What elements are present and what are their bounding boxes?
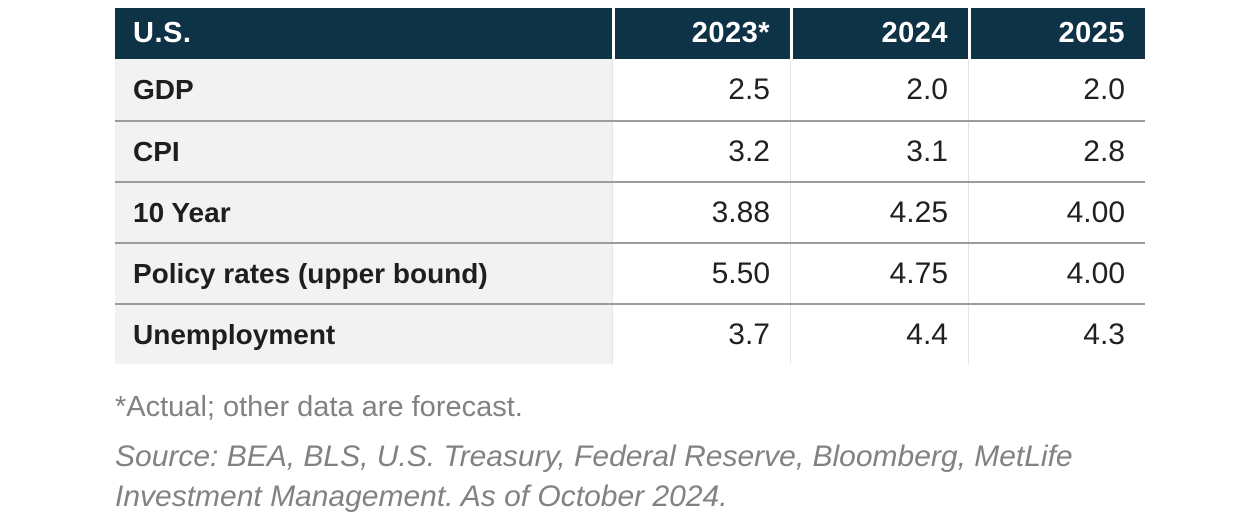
cell-value: 4.00 [968,244,1145,303]
cell-value: 5.50 [612,244,790,303]
cell-value: 2.0 [790,59,968,120]
cell-value: 2.0 [968,59,1145,120]
row-label: GDP [115,59,612,120]
column-header-2025: 2025 [968,8,1145,59]
table-title-cell: U.S. [115,8,612,59]
cell-value: 3.88 [612,183,790,242]
cell-value: 2.5 [612,59,790,120]
table-row-10-year: 10 Year 3.88 4.25 4.00 [115,181,1145,242]
row-label: Policy rates (upper bound) [115,244,612,303]
table-row-gdp: GDP 2.5 2.0 2.0 [115,59,1145,120]
table-notes: *Actual; other data are forecast. Source… [115,388,1175,515]
column-header-2023: 2023* [612,8,790,59]
cell-value: 2.8 [968,122,1145,181]
table-row-cpi: CPI 3.2 3.1 2.8 [115,120,1145,181]
row-label: 10 Year [115,183,612,242]
cell-value: 4.3 [968,305,1145,364]
column-header-2024: 2024 [790,8,968,59]
table-row-policy-rates: Policy rates (upper bound) 5.50 4.75 4.0… [115,242,1145,303]
table-row-unemployment: Unemployment 3.7 4.4 4.3 [115,303,1145,364]
cell-value: 4.75 [790,244,968,303]
cell-value: 3.1 [790,122,968,181]
footnote-text: *Actual; other data are forecast. [115,391,523,423]
cell-value: 4.00 [968,183,1145,242]
us-economic-forecast-table: U.S. 2023* 2024 2025 GDP 2.5 2.0 2.0 CPI… [115,8,1145,364]
cell-value: 3.2 [612,122,790,181]
table-header-row: U.S. 2023* 2024 2025 [115,8,1145,59]
row-label: Unemployment [115,305,612,364]
row-label: CPI [115,122,612,181]
cell-value: 4.4 [790,305,968,364]
source-attribution-text: Source: BEA, BLS, U.S. Treasury, Federal… [115,440,1073,514]
cell-value: 3.7 [612,305,790,364]
cell-value: 4.25 [790,183,968,242]
